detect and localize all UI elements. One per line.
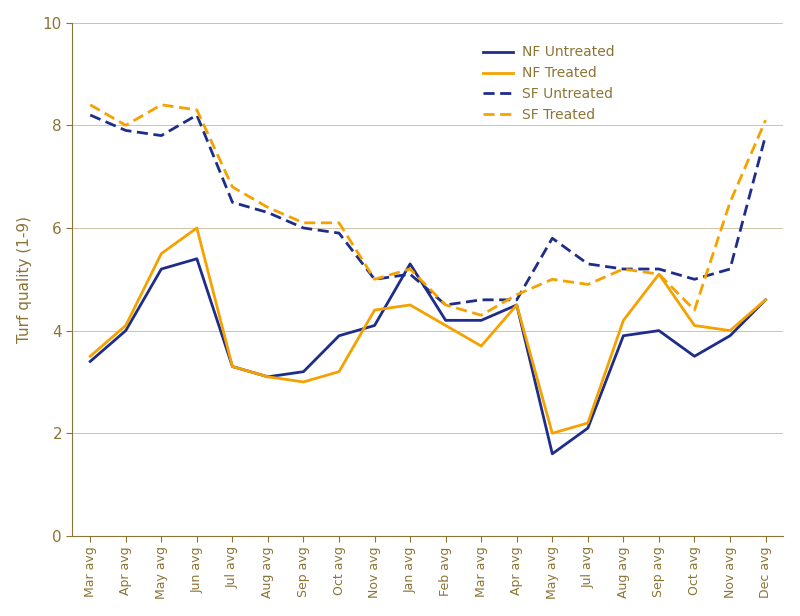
SF Untreated <box>406 270 415 278</box>
SF Treated <box>477 312 486 319</box>
NF Treated <box>654 270 664 278</box>
SF Untreated <box>121 127 130 134</box>
SF Untreated <box>370 275 379 283</box>
NF Treated <box>406 301 415 309</box>
NF Untreated <box>192 255 202 262</box>
NF Treated <box>726 327 735 334</box>
NF Treated <box>690 322 699 329</box>
NF Untreated <box>477 317 486 324</box>
SF Untreated <box>86 111 95 119</box>
SF Treated <box>441 301 450 309</box>
NF Untreated <box>370 322 379 329</box>
NF Untreated <box>583 424 593 432</box>
NF Untreated <box>441 317 450 324</box>
SF Untreated <box>263 209 273 216</box>
SF Treated <box>86 101 95 108</box>
NF Untreated <box>334 332 344 339</box>
NF Untreated <box>86 358 95 365</box>
NF Treated <box>370 306 379 314</box>
SF Treated <box>121 121 130 129</box>
Line: SF Treated: SF Treated <box>90 105 766 315</box>
SF Untreated <box>547 235 557 242</box>
SF Untreated <box>334 229 344 237</box>
NF Untreated <box>121 327 130 334</box>
SF Treated <box>512 291 522 298</box>
SF Treated <box>157 101 166 108</box>
SF Treated <box>761 116 770 124</box>
NF Untreated <box>690 352 699 360</box>
SF Treated <box>406 265 415 273</box>
SF Untreated <box>512 296 522 304</box>
SF Treated <box>726 198 735 206</box>
SF Treated <box>192 106 202 113</box>
NF Untreated <box>618 332 628 339</box>
NF Untreated <box>512 301 522 309</box>
NF Treated <box>761 296 770 304</box>
SF Untreated <box>618 265 628 273</box>
SF Treated <box>334 219 344 227</box>
SF Untreated <box>726 265 735 273</box>
NF Untreated <box>406 260 415 267</box>
SF Untreated <box>761 132 770 139</box>
SF Untreated <box>157 132 166 139</box>
NF Treated <box>121 322 130 329</box>
NF Treated <box>477 342 486 350</box>
SF Treated <box>583 281 593 288</box>
NF Treated <box>618 317 628 324</box>
NF Treated <box>547 429 557 437</box>
SF Untreated <box>583 260 593 267</box>
SF Treated <box>370 275 379 283</box>
SF Treated <box>547 275 557 283</box>
SF Treated <box>690 306 699 314</box>
Line: NF Untreated: NF Untreated <box>90 259 766 454</box>
SF Untreated <box>441 301 450 309</box>
NF Untreated <box>726 332 735 339</box>
Line: SF Untreated: SF Untreated <box>90 115 766 305</box>
NF Untreated <box>761 296 770 304</box>
NF Treated <box>583 419 593 427</box>
NF Untreated <box>263 373 273 381</box>
NF Treated <box>334 368 344 375</box>
SF Untreated <box>477 296 486 304</box>
SF Untreated <box>654 265 664 273</box>
NF Treated <box>227 363 237 370</box>
NF Treated <box>86 352 95 360</box>
NF Treated <box>512 301 522 309</box>
NF Untreated <box>654 327 664 334</box>
NF Treated <box>157 250 166 257</box>
NF Treated <box>298 378 308 386</box>
NF Treated <box>263 373 273 381</box>
SF Treated <box>298 219 308 227</box>
Line: NF Treated: NF Treated <box>90 228 766 433</box>
NF Untreated <box>298 368 308 375</box>
SF Treated <box>618 265 628 273</box>
SF Untreated <box>298 224 308 232</box>
NF Treated <box>192 224 202 232</box>
NF Untreated <box>227 363 237 370</box>
Y-axis label: Turf quality (1-9): Turf quality (1-9) <box>17 216 32 342</box>
SF Treated <box>654 270 664 278</box>
SF Untreated <box>192 111 202 119</box>
SF Treated <box>227 183 237 190</box>
Legend: NF Untreated, NF Treated, SF Untreated, SF Treated: NF Untreated, NF Treated, SF Untreated, … <box>478 40 620 128</box>
NF Treated <box>441 322 450 329</box>
SF Treated <box>263 204 273 211</box>
NF Untreated <box>157 265 166 273</box>
SF Untreated <box>227 198 237 206</box>
NF Untreated <box>547 450 557 458</box>
SF Untreated <box>690 275 699 283</box>
